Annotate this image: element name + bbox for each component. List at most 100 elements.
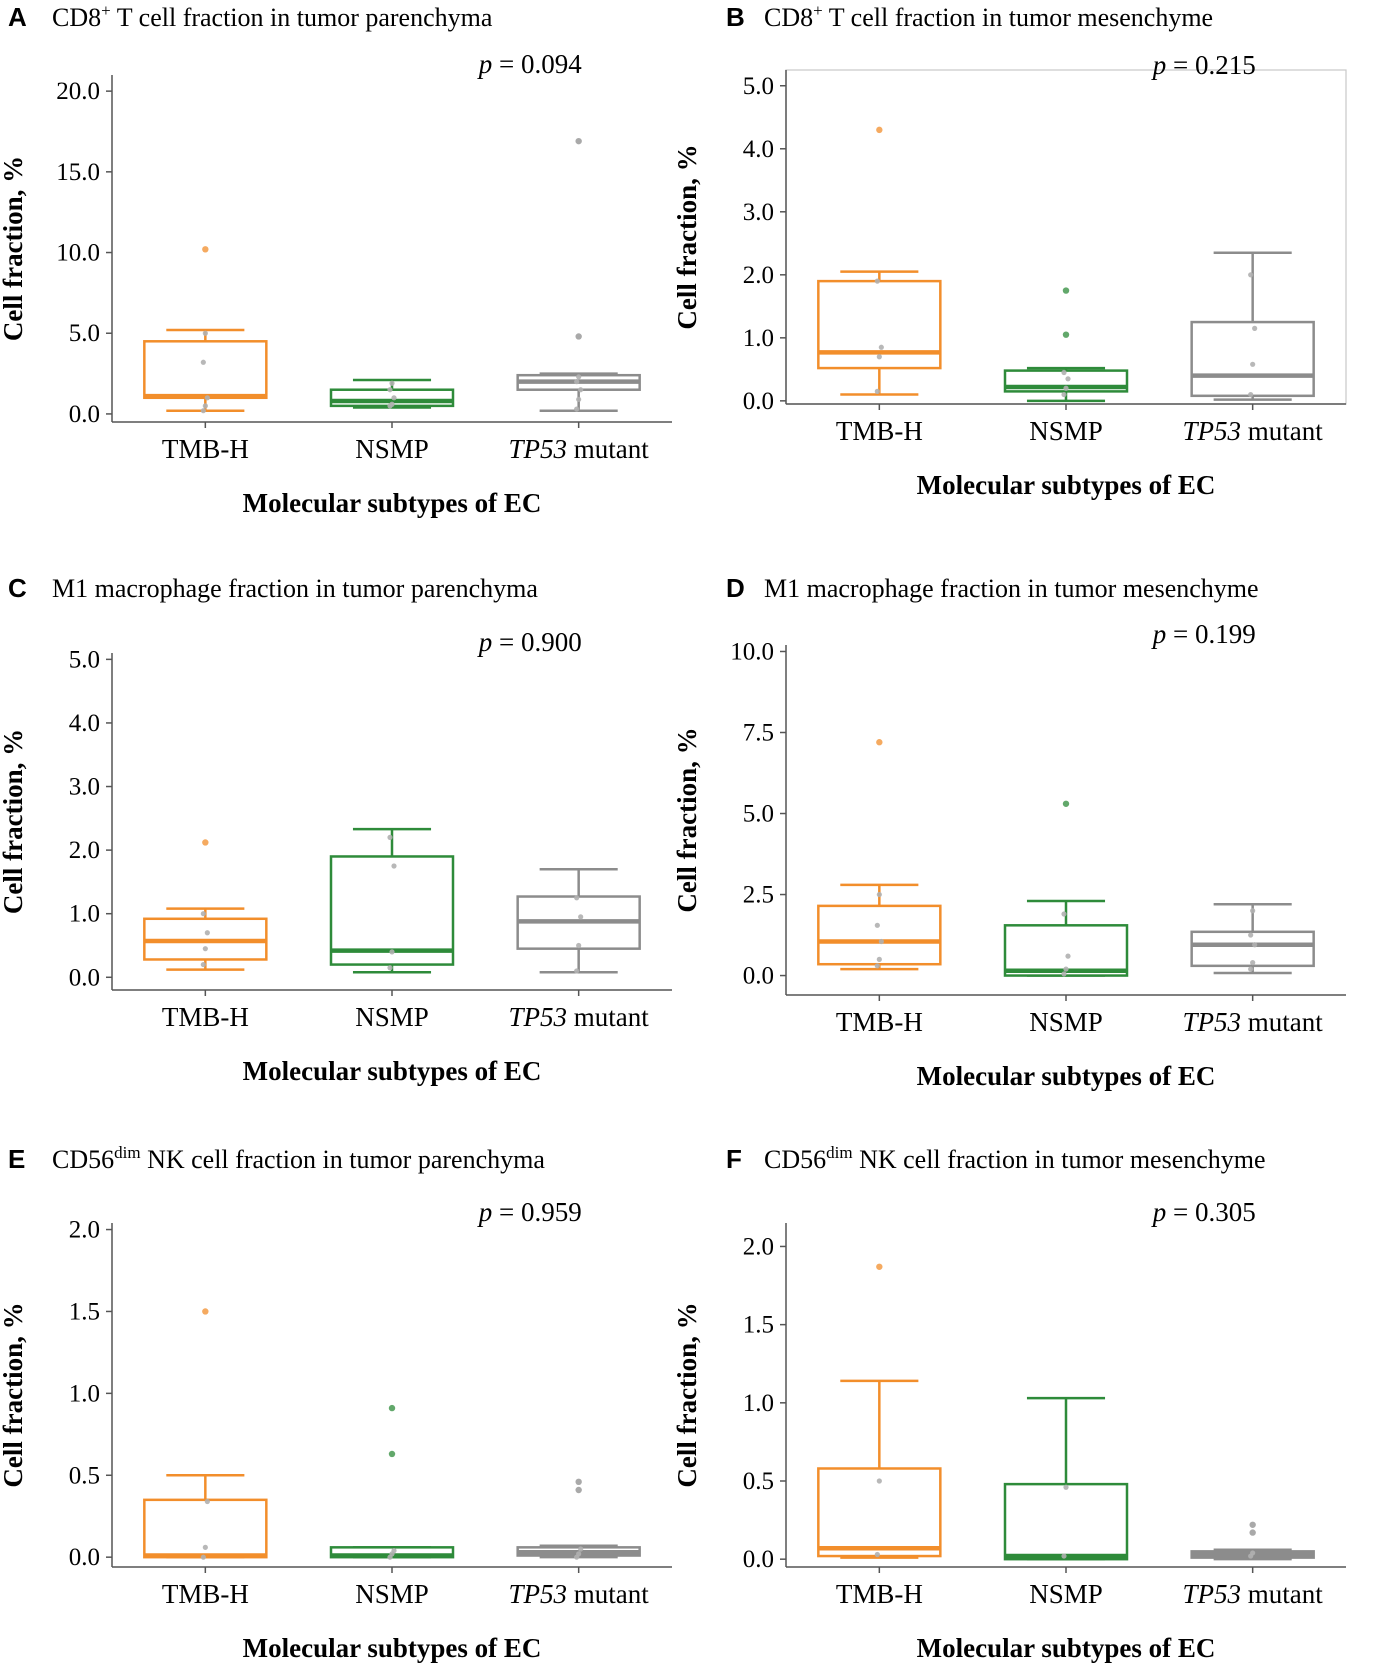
outlier-point (575, 137, 582, 145)
panel-d: D M1 macrophage fraction in tumor mesench… (672, 573, 1346, 1091)
data-point (1252, 325, 1258, 331)
x-tick-label-rest: mutant (567, 1579, 649, 1609)
panel-title: M1 macrophage fraction in tumor parenchy… (52, 574, 538, 603)
outlier-point (1062, 800, 1070, 807)
p-symbol: p (1151, 619, 1167, 649)
y-tick-label: 3.0 (743, 199, 774, 226)
x-tick-label: NSMP (1029, 1007, 1103, 1037)
data-point (389, 380, 395, 386)
data-point (1061, 1553, 1067, 1559)
data-point (391, 1548, 397, 1554)
data-point (202, 403, 208, 409)
x-tick-label-text: NSMP (355, 1579, 429, 1609)
data-point (1250, 361, 1256, 367)
p-value-label: p = 0.215 (1151, 50, 1256, 80)
data-point (1063, 385, 1069, 391)
data-point (204, 930, 210, 936)
panel-f: F CD56dim NK cell fraction in tumor mesen… (672, 1143, 1346, 1663)
outlier-point (876, 1263, 883, 1270)
data-point (576, 1551, 582, 1557)
y-tick-label: 1.5 (69, 1298, 100, 1325)
panel-title: CD56dim NK cell fraction in tumor mesenc… (764, 1143, 1266, 1174)
y-tick-label: 10.0 (730, 638, 774, 665)
data-point (1063, 966, 1069, 972)
data-point (1250, 1550, 1256, 1556)
y-tick-label: 0.5 (743, 1468, 774, 1495)
data-point (389, 949, 395, 955)
data-point (1248, 932, 1254, 938)
y-tick-label: 1.0 (69, 1380, 100, 1407)
p-symbol: p (477, 627, 493, 657)
panel-title-main: M1 macrophage fraction in tumor mesenchy… (764, 574, 1259, 603)
p-value: = 0.305 (1166, 1197, 1255, 1227)
data-point (1061, 911, 1067, 917)
data-point (876, 1478, 882, 1484)
x-tick-label-rest: mutant (567, 1002, 649, 1032)
panel-letter: F (726, 1144, 742, 1174)
x-tick-label-italic: TP53 (1183, 1007, 1242, 1037)
x-tick-label-text: TMB-H (162, 434, 249, 464)
data-point (574, 379, 580, 385)
y-tick-label: 1.0 (743, 325, 774, 352)
data-point (574, 406, 580, 412)
x-tick-label: TMB-H (162, 1002, 249, 1032)
y-tick-label: 0.0 (69, 1544, 100, 1571)
outlier-point (1062, 331, 1070, 338)
data-point (878, 938, 884, 945)
data-point (200, 408, 206, 414)
panel-e: E CD56dim NK cell fraction in tumor paren… (0, 1143, 672, 1663)
y-axis-label: Cell fraction, % (672, 727, 702, 912)
panel-title: CD8+ T cell fraction in tumor mesenchyme (764, 1, 1213, 32)
p-value-label: p = 0.900 (477, 627, 582, 657)
data-point (202, 946, 208, 952)
data-point (574, 895, 580, 901)
data-point (200, 1554, 206, 1560)
y-tick-label: 15.0 (56, 159, 100, 186)
data-point (1063, 1484, 1069, 1490)
box-nsmp (1003, 287, 1129, 403)
data-point (576, 942, 582, 949)
data-point (200, 961, 206, 968)
x-axis-label: Molecular subtypes of EC (243, 488, 542, 518)
p-value: = 0.959 (492, 1197, 581, 1227)
x-tick-label: TMB-H (162, 434, 249, 464)
data-point (391, 395, 397, 401)
y-axis-label: Cell fraction, % (0, 729, 28, 914)
x-tick-label-text: TMB-H (162, 1579, 249, 1609)
data-point (874, 388, 880, 394)
box-iqr (817, 904, 942, 966)
x-axis-label: Molecular subtypes of EC (917, 1061, 1216, 1091)
x-tick-label-italic: TP53 (1183, 416, 1242, 446)
panel-letter: B (726, 2, 745, 32)
outlier-point (575, 1486, 582, 1494)
p-symbol: p (1151, 1197, 1167, 1227)
data-point (1065, 376, 1071, 382)
data-point (1252, 942, 1258, 948)
p-value-label: p = 0.094 (477, 49, 582, 79)
panel-title-superscript: dim (114, 1143, 140, 1162)
x-tick-label-text: TMB-H (836, 1007, 923, 1037)
x-tick-label-text: NSMP (355, 434, 429, 464)
box-tmb-h (817, 739, 942, 971)
x-tick-label: TP53 mutant (509, 1579, 650, 1609)
data-point (1248, 966, 1254, 972)
x-axis-label: Molecular subtypes of EC (243, 1056, 542, 1086)
panel-title-main: CD56 (52, 1145, 114, 1174)
x-axis-label: Molecular subtypes of EC (917, 470, 1216, 500)
y-tick-label: 0.0 (69, 401, 100, 428)
panel-title-superscript: + (813, 1, 823, 20)
x-tick-label: NSMP (1029, 1579, 1103, 1609)
box-nsmp (1003, 1396, 1129, 1561)
data-point (202, 1544, 208, 1550)
y-tick-label: 5.0 (69, 320, 100, 347)
y-tick-label: 10.0 (56, 240, 100, 267)
x-tick-label: TMB-H (836, 416, 923, 446)
data-point (874, 963, 880, 969)
outlier-point (1249, 1529, 1256, 1536)
data-point (387, 387, 393, 393)
data-point (1250, 908, 1256, 914)
p-symbol: p (1151, 50, 1167, 80)
x-tick-label-text: TMB-H (162, 1002, 249, 1032)
x-axis-label: Molecular subtypes of EC (243, 1633, 542, 1663)
p-value-label: p = 0.199 (1151, 619, 1256, 649)
